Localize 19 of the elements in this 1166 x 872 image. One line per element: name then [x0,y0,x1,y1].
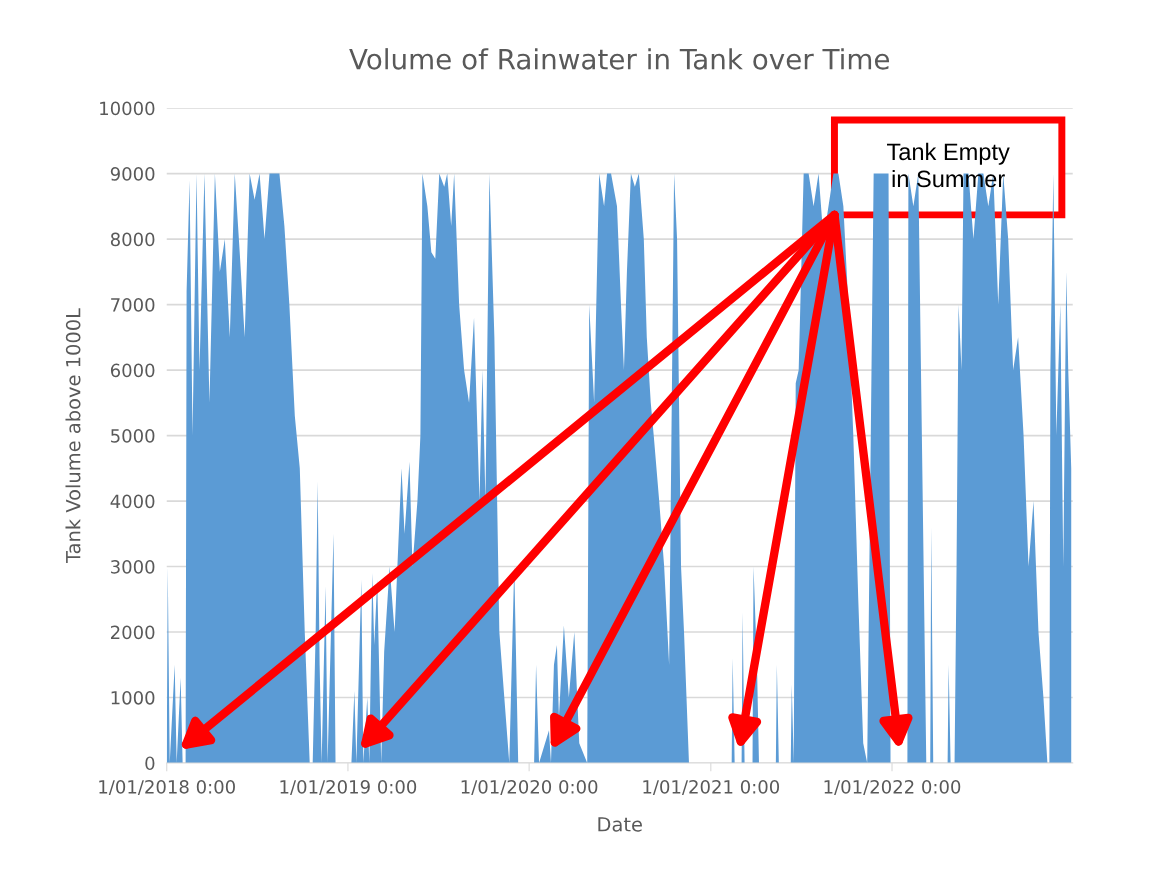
x-axis-title: Date [598,817,642,832]
y-tick-label: 0 [145,756,155,771]
y-tick-label: 6000 [110,363,155,378]
y-tick-label: 5000 [111,429,155,443]
x-tick-label: 1/01/2019 0:00 [280,779,417,796]
y-axis-title: Tank Volume above 1000L [65,308,81,564]
x-tick-label: 1/01/2022 0:00 [824,779,961,796]
y-tick-label: 10000 [100,101,155,116]
y-tick-label: 8000 [110,232,155,247]
y-tick-label: 3000 [111,560,155,574]
y-tick-label: 4000 [110,494,155,509]
x-tick-label: 1/01/2021 0:00 [643,779,780,796]
chart-title: Volume of Rainwater in Tank over Time [349,48,890,70]
y-tick-label: 2000 [111,625,155,640]
x-tick-label: 1/01/2020 0:00 [461,779,598,796]
y-tick-label: 1000 [111,690,155,705]
x-tick-label: 1/01/2018 0:00 [99,779,235,796]
y-tick-label: 7000 [111,298,155,312]
y-tick-label: 9000 [110,167,155,181]
